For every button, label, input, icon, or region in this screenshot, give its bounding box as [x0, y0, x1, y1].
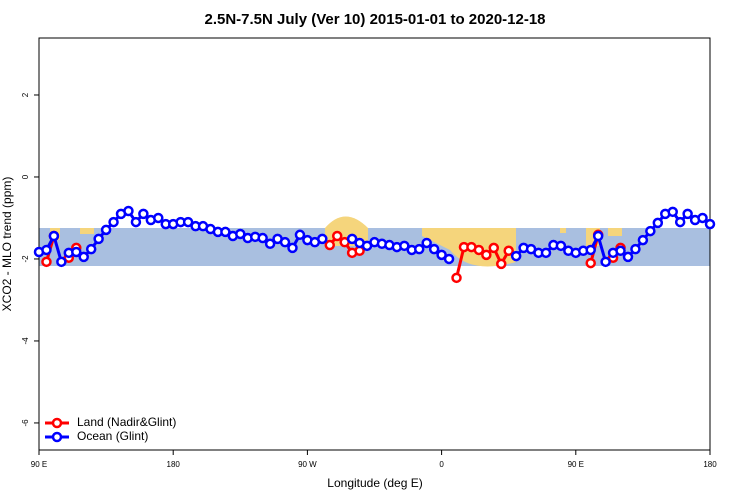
data-point — [100, 224, 112, 236]
data-point — [56, 256, 67, 268]
data-point — [153, 212, 164, 224]
x-tick-label: 90 E — [31, 460, 47, 469]
data-point — [451, 272, 462, 284]
data-point — [346, 233, 358, 245]
data-point — [264, 238, 276, 250]
data-point — [488, 242, 500, 254]
data-point — [540, 247, 552, 259]
data-point — [495, 258, 507, 270]
y-axis-label: XCO2 - MLO trend (ppm) — [0, 177, 14, 312]
y-tick-label: 0 — [21, 174, 30, 179]
data-point — [399, 240, 410, 252]
data-point — [667, 206, 678, 218]
data-point — [48, 230, 60, 242]
data-point — [413, 243, 425, 255]
x-tick-label: 180 — [703, 460, 717, 469]
legend-marker — [51, 431, 63, 443]
data-point — [473, 244, 485, 256]
data-point — [592, 230, 604, 242]
data-point — [41, 244, 52, 256]
data-point — [294, 229, 306, 241]
x-axis-label: Longitude (deg E) — [327, 476, 422, 490]
data-point — [287, 242, 298, 254]
data-point — [85, 243, 97, 255]
chart-title: 2.5N-7.5N July (Ver 10) 2015-01-01 to 20… — [204, 11, 545, 28]
data-point — [108, 216, 119, 228]
y-tick-label: -4 — [21, 337, 30, 345]
data-point — [503, 245, 514, 257]
y-tick-label: -6 — [21, 419, 30, 427]
data-point — [645, 225, 656, 237]
x-tick-label: 90 E — [568, 460, 584, 469]
data-point — [279, 236, 291, 248]
data-point — [481, 249, 492, 261]
data-point — [637, 234, 649, 246]
data-point — [436, 249, 447, 261]
data-point — [674, 216, 686, 228]
data-point — [585, 244, 596, 256]
data-point — [257, 232, 268, 244]
data-point — [682, 208, 693, 220]
data-point — [652, 217, 664, 229]
legend: Land (Nadir&Glint)Ocean (Glint) — [45, 415, 176, 443]
data-point — [443, 253, 455, 265]
y-tick-label: -2 — [21, 255, 30, 263]
data-point — [704, 218, 716, 230]
data-point — [93, 233, 104, 245]
data-point — [615, 245, 626, 257]
data-point — [41, 256, 52, 268]
data-point — [130, 216, 142, 228]
data-point — [220, 226, 231, 238]
y-tick-label: 2 — [21, 92, 30, 97]
data-point — [78, 251, 89, 263]
data-point — [182, 216, 194, 228]
legend-label: Ocean (Glint) — [77, 429, 148, 443]
legend-label: Land (Nadir&Glint) — [77, 415, 176, 429]
data-point — [510, 250, 522, 262]
data-point — [630, 243, 641, 255]
data-point — [138, 208, 149, 220]
x-tick-label: 180 — [167, 460, 181, 469]
data-point — [622, 251, 634, 263]
data-point — [697, 212, 708, 224]
data-point — [235, 228, 246, 240]
x-tick-label: 0 — [439, 460, 444, 469]
data-point — [317, 233, 328, 245]
legend-marker — [51, 417, 63, 429]
plot-frame — [38, 37, 711, 451]
x-tick-label: 90 W — [298, 460, 317, 469]
data-point — [71, 246, 82, 258]
data-point — [331, 230, 343, 242]
data-point — [123, 205, 134, 217]
data-point — [421, 237, 432, 249]
data-point — [555, 240, 567, 252]
data-point — [324, 239, 336, 251]
data-point — [428, 243, 440, 255]
data-point — [585, 257, 596, 269]
data-point — [600, 256, 611, 268]
